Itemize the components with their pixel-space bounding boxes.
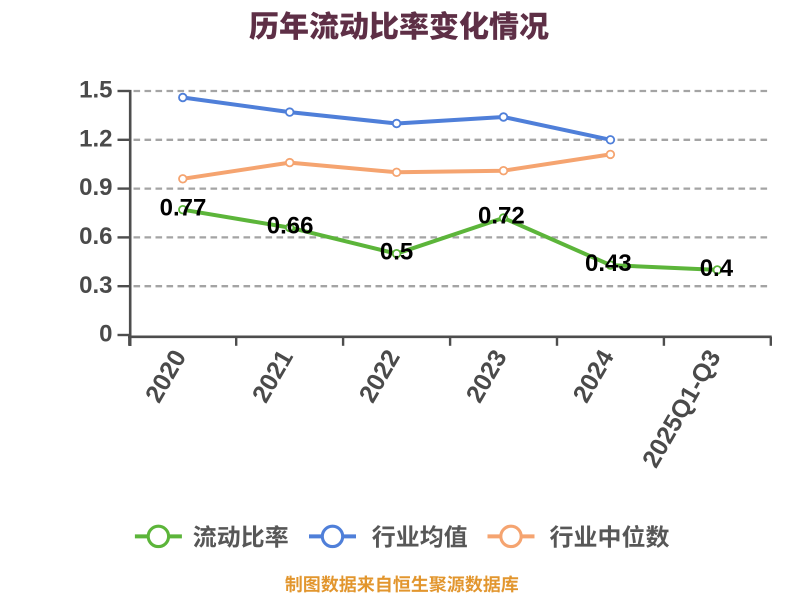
svg-text:0.77: 0.77 [160,195,207,222]
svg-text:0: 0 [99,321,112,348]
svg-text:1.5: 1.5 [79,77,112,104]
svg-text:0.5: 0.5 [380,239,413,266]
svg-text:0.66: 0.66 [267,213,314,240]
svg-text:0.72: 0.72 [478,203,525,230]
svg-text:0.9: 0.9 [79,174,112,201]
svg-text:0.4: 0.4 [700,255,734,282]
svg-text:1.2: 1.2 [79,125,112,152]
svg-text:0.3: 0.3 [79,272,112,299]
svg-text:0.43: 0.43 [585,250,632,277]
svg-text:0.6: 0.6 [79,223,112,250]
